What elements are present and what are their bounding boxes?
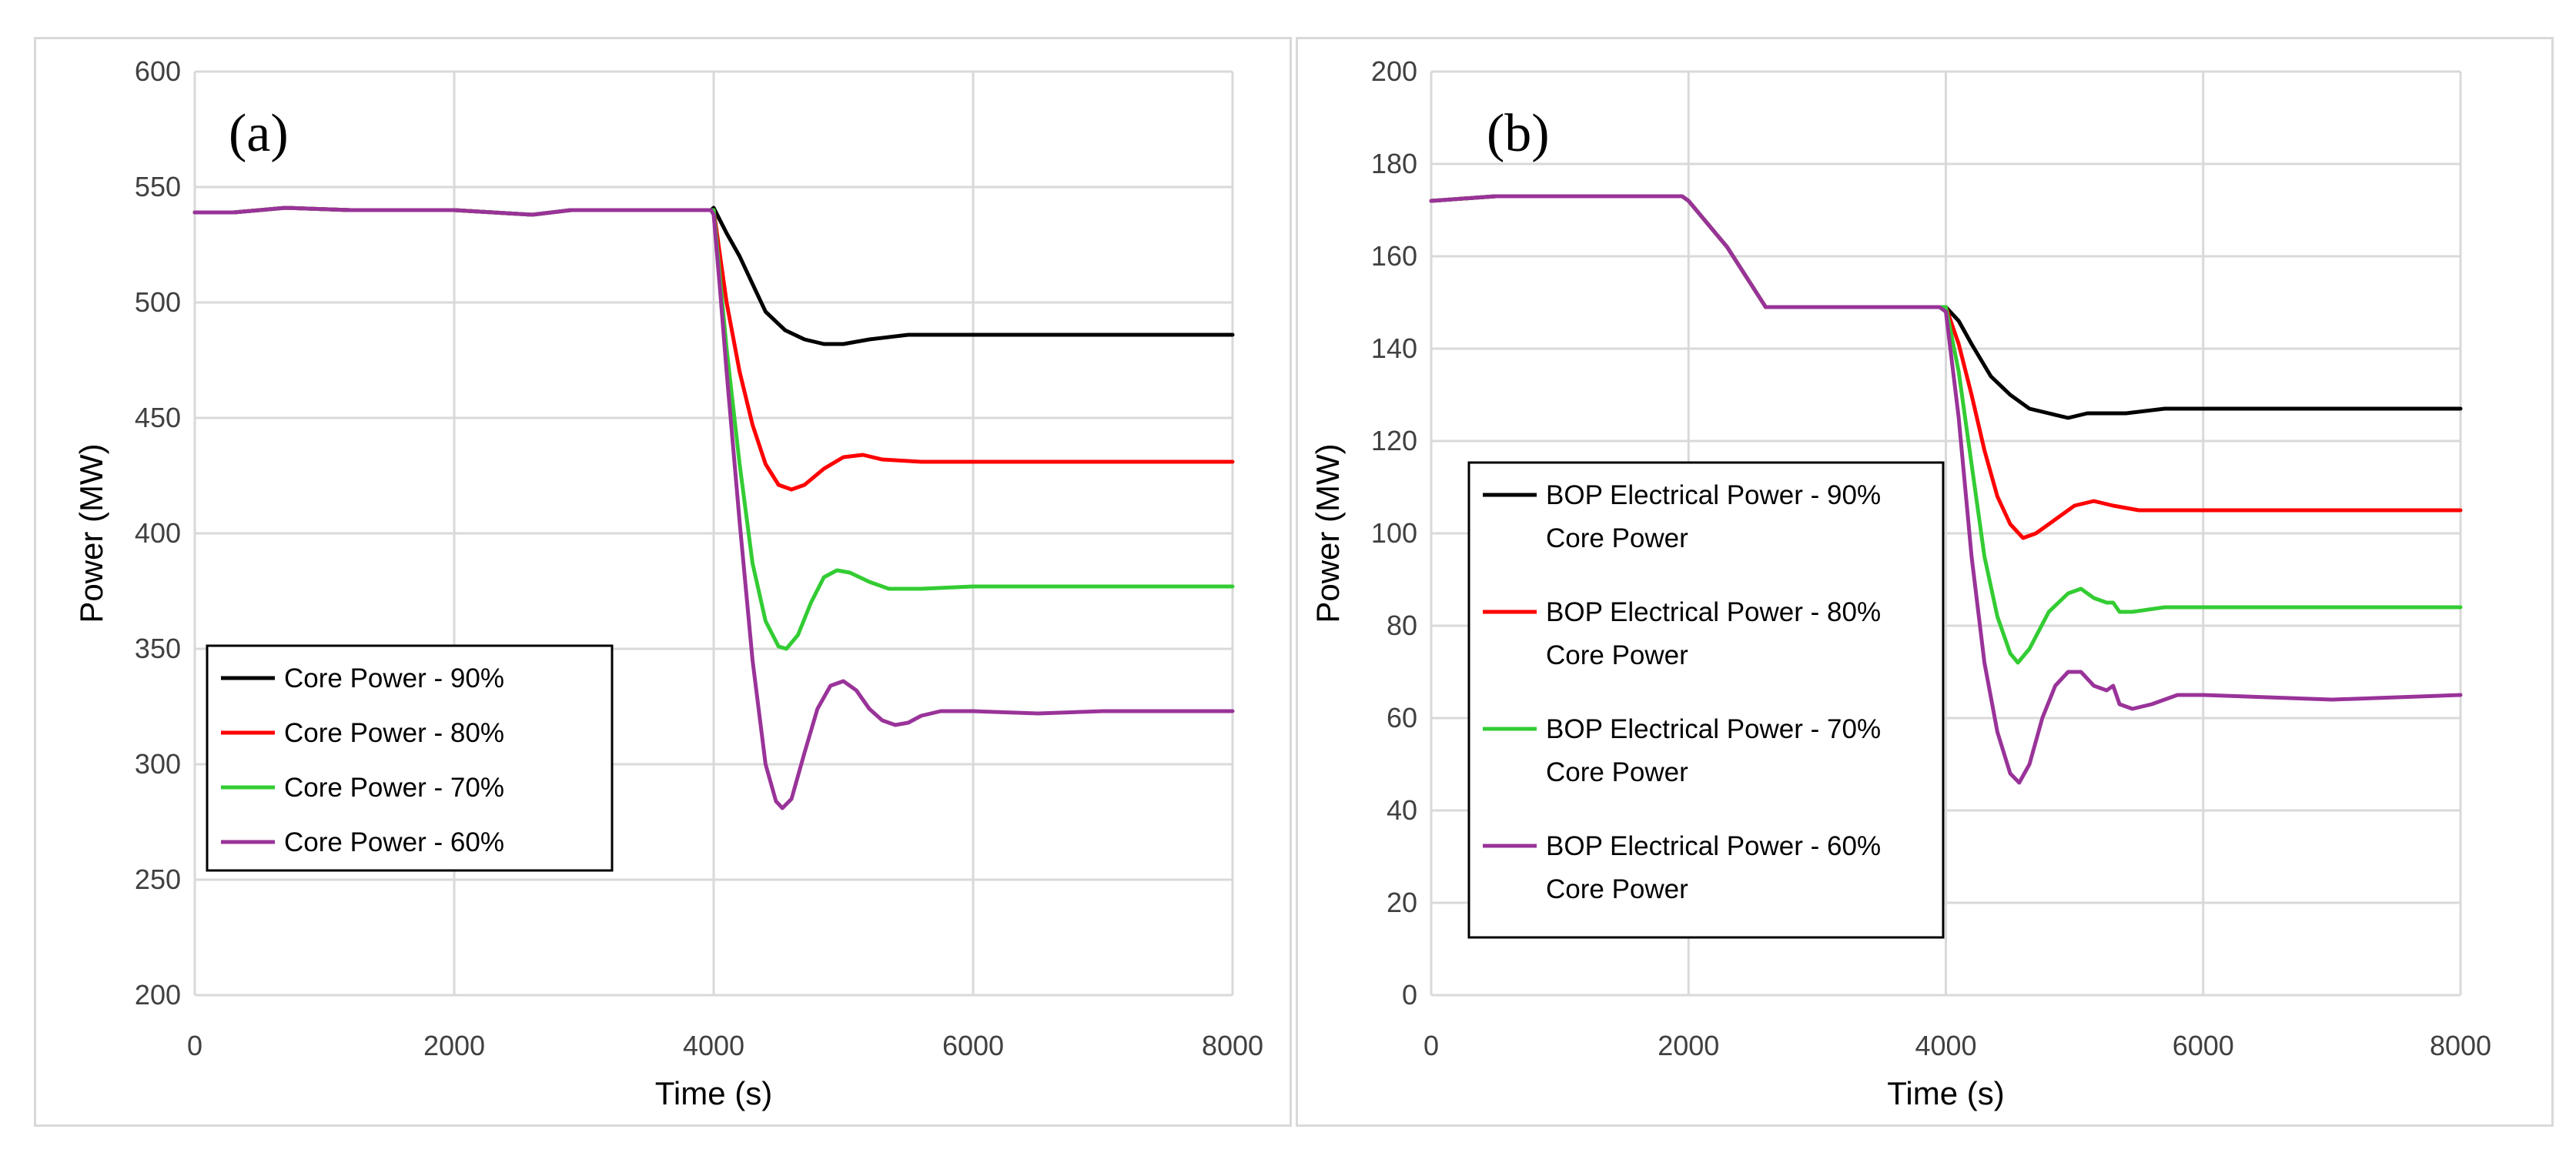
y-tick-label: 200 — [1371, 55, 1417, 87]
y-tick-label: 160 — [1371, 240, 1417, 272]
y-tick-label: 0 — [1402, 979, 1417, 1011]
legend-box — [1467, 461, 1945, 939]
y-axis-title: Power (MW) — [1310, 443, 1346, 623]
x-tick-label: 2000 — [1658, 1030, 1719, 1061]
y-tick-label: 40 — [1387, 794, 1417, 826]
y-tick-label: 500 — [135, 286, 181, 318]
legend-entry: Core Power - 70% — [284, 773, 504, 803]
y-tick-label: 400 — [135, 517, 181, 549]
x-axis-title: Time (s) — [655, 1075, 772, 1111]
y-tick-label: 250 — [135, 864, 181, 895]
y-tick-label: 350 — [135, 633, 181, 664]
x-tick-label: 4000 — [1915, 1030, 1976, 1061]
y-tick-label: 140 — [1371, 332, 1417, 364]
y-tick-label: 450 — [135, 402, 181, 433]
x-tick-label: 6000 — [942, 1030, 1004, 1061]
y-axis-title: Power (MW) — [73, 443, 109, 623]
y-tick-label: 180 — [1371, 148, 1417, 179]
y-tick-label: 550 — [135, 171, 181, 202]
x-tick-label: 4000 — [683, 1030, 744, 1061]
x-tick-label: 2000 — [423, 1030, 485, 1061]
y-tick-label: 600 — [135, 55, 181, 87]
y-tick-label: 100 — [1371, 517, 1417, 549]
series-line-4 — [1429, 194, 2463, 785]
chart-panel-b: 0 20 40 60 80 100 120 140 160 180 200 0 2000 4000 6000… — [1296, 37, 2554, 1127]
y-tick-label: 80 — [1387, 610, 1417, 641]
chart-panel-a: 200 250 300 350 400 450 500 550 600 0 2000 4000 6000… — [34, 37, 1292, 1127]
y-tick-label: 300 — [135, 748, 181, 780]
panel-label: (b) — [1487, 104, 1550, 163]
x-tick-label: 6000 — [2173, 1030, 2234, 1061]
series-line-4 — [192, 205, 1235, 810]
x-tick-label: 0 — [1423, 1030, 1439, 1061]
panel-label: (a) — [229, 104, 289, 163]
legend-entry: Core Power - 90% — [284, 663, 504, 693]
y-tick-label: 20 — [1387, 887, 1417, 918]
x-axis-title: Time (s) — [1887, 1075, 2004, 1111]
legend-entry: BOP Electrical Power - 80% Core Power — [1546, 597, 1881, 670]
y-tick-label: 200 — [135, 979, 181, 1011]
x-tick-label: 8000 — [2430, 1030, 2491, 1061]
legend-entry: BOP Electrical Power - 70% Core Power — [1546, 714, 1881, 787]
legend-box — [206, 644, 614, 872]
x-tick-label: 8000 — [1202, 1030, 1263, 1061]
legend-entry: Core Power - 80% — [284, 718, 504, 748]
y-tick-label: 60 — [1387, 702, 1417, 733]
legend-entry: BOP Electrical Power - 90% Core Power — [1546, 480, 1881, 553]
legend-entry: Core Power - 60% — [284, 827, 504, 857]
legend-entry: BOP Electrical Power - 60% Core Power — [1546, 831, 1881, 904]
y-tick-label: 120 — [1371, 425, 1417, 456]
x-tick-label: 0 — [187, 1030, 202, 1061]
